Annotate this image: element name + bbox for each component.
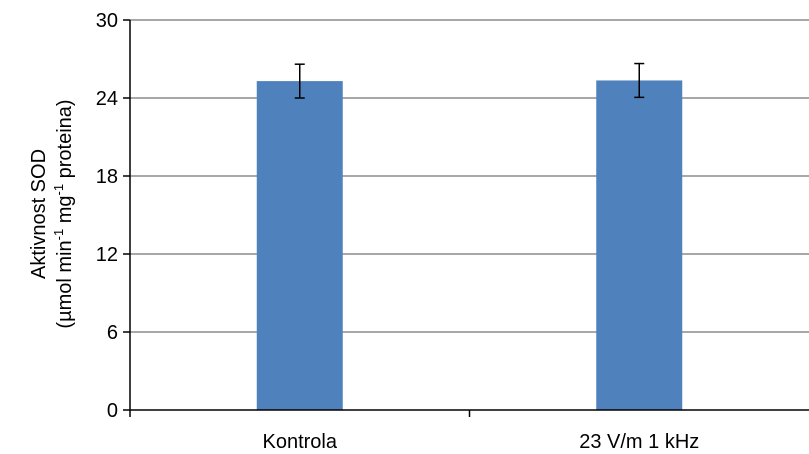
y-tick-label-18: 18 bbox=[96, 166, 118, 188]
y-axis-title-sup2: -1 bbox=[51, 184, 66, 196]
y-tick-labels: 0 6 12 18 24 30 bbox=[96, 10, 118, 422]
axes bbox=[123, 19, 809, 417]
y-tick-label-24: 24 bbox=[96, 88, 118, 110]
bar-0 bbox=[256, 81, 343, 410]
y-axis-title-part2: mg bbox=[54, 195, 76, 228]
y-axis-title-part1: (µmol min bbox=[54, 240, 76, 328]
y-tick-label-30: 30 bbox=[96, 10, 118, 32]
gridlines bbox=[130, 19, 809, 333]
bar-1 bbox=[596, 80, 683, 410]
bars bbox=[256, 80, 683, 410]
y-axis-title-part3: proteina) bbox=[54, 99, 76, 184]
x-category-label-0: Kontrola bbox=[263, 431, 338, 453]
x-category-label-1: 23 V/m 1 kHz bbox=[579, 431, 699, 453]
y-axis-title: Aktivnost SOD (µmol min-1 mg-1 proteina) bbox=[28, 99, 76, 328]
y-axis-title-sup1: -1 bbox=[51, 229, 66, 241]
y-tick-label-6: 6 bbox=[107, 322, 118, 344]
y-axis-title-line2: (µmol min-1 mg-1 proteina) bbox=[51, 99, 76, 328]
error-bars bbox=[294, 62, 645, 99]
x-category-labels: Kontrola 23 V/m 1 kHz bbox=[263, 431, 700, 453]
y-axis-title-line1: Aktivnost SOD bbox=[28, 149, 50, 279]
y-tick-label-12: 12 bbox=[96, 244, 118, 266]
y-tick-label-0: 0 bbox=[107, 400, 118, 422]
